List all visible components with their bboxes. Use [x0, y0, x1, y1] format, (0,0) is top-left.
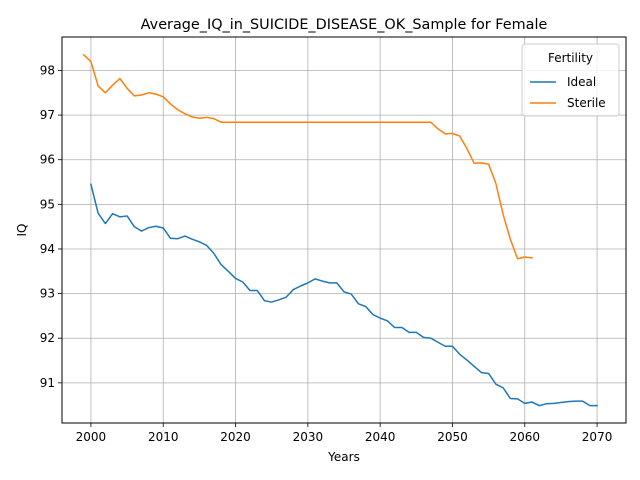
y-tick-label: 93 — [40, 287, 55, 301]
chart-title: Average_IQ_in_SUICIDE_DISEASE_OK_Sample … — [141, 17, 548, 33]
x-tick-label: 2040 — [365, 430, 396, 444]
x-axis-label: Years — [327, 450, 360, 464]
x-tick-label: 2050 — [437, 430, 468, 444]
series-line-sterile — [82, 53, 533, 260]
x-tick-label: 2010 — [148, 430, 179, 444]
y-tick-label: 97 — [40, 108, 55, 122]
x-tick-label: 2070 — [582, 430, 613, 444]
legend-box — [521, 43, 620, 117]
x-tick-label: 2030 — [293, 430, 324, 444]
series-lines — [82, 53, 598, 407]
legend-label-sterile: Sterile — [567, 96, 606, 110]
y-tick-label: 92 — [40, 331, 55, 345]
y-tick-label: 96 — [40, 153, 55, 167]
legend-title: Fertility — [548, 51, 593, 65]
y-tick-label: 95 — [40, 197, 55, 211]
legend-label-ideal: Ideal — [567, 75, 596, 89]
x-tick-label: 2060 — [509, 430, 540, 444]
legend: Fertility Ideal Sterile — [521, 43, 620, 117]
y-axis-label: IQ — [15, 224, 29, 237]
series-line-ideal — [90, 183, 598, 407]
y-tick-label: 91 — [40, 376, 55, 390]
grid-lines — [62, 37, 626, 423]
x-tick-label: 2020 — [220, 430, 251, 444]
y-tick-label: 94 — [40, 242, 55, 256]
x-tick-label: 2000 — [76, 430, 107, 444]
y-tick-label: 98 — [40, 63, 55, 77]
axis-ticks: 2000 2010 2020 2030 2040 2050 2060 2070 91 92 93 94… — [40, 63, 613, 444]
plot-frame — [61, 36, 627, 424]
legend-items: Ideal Sterile — [530, 75, 606, 110]
